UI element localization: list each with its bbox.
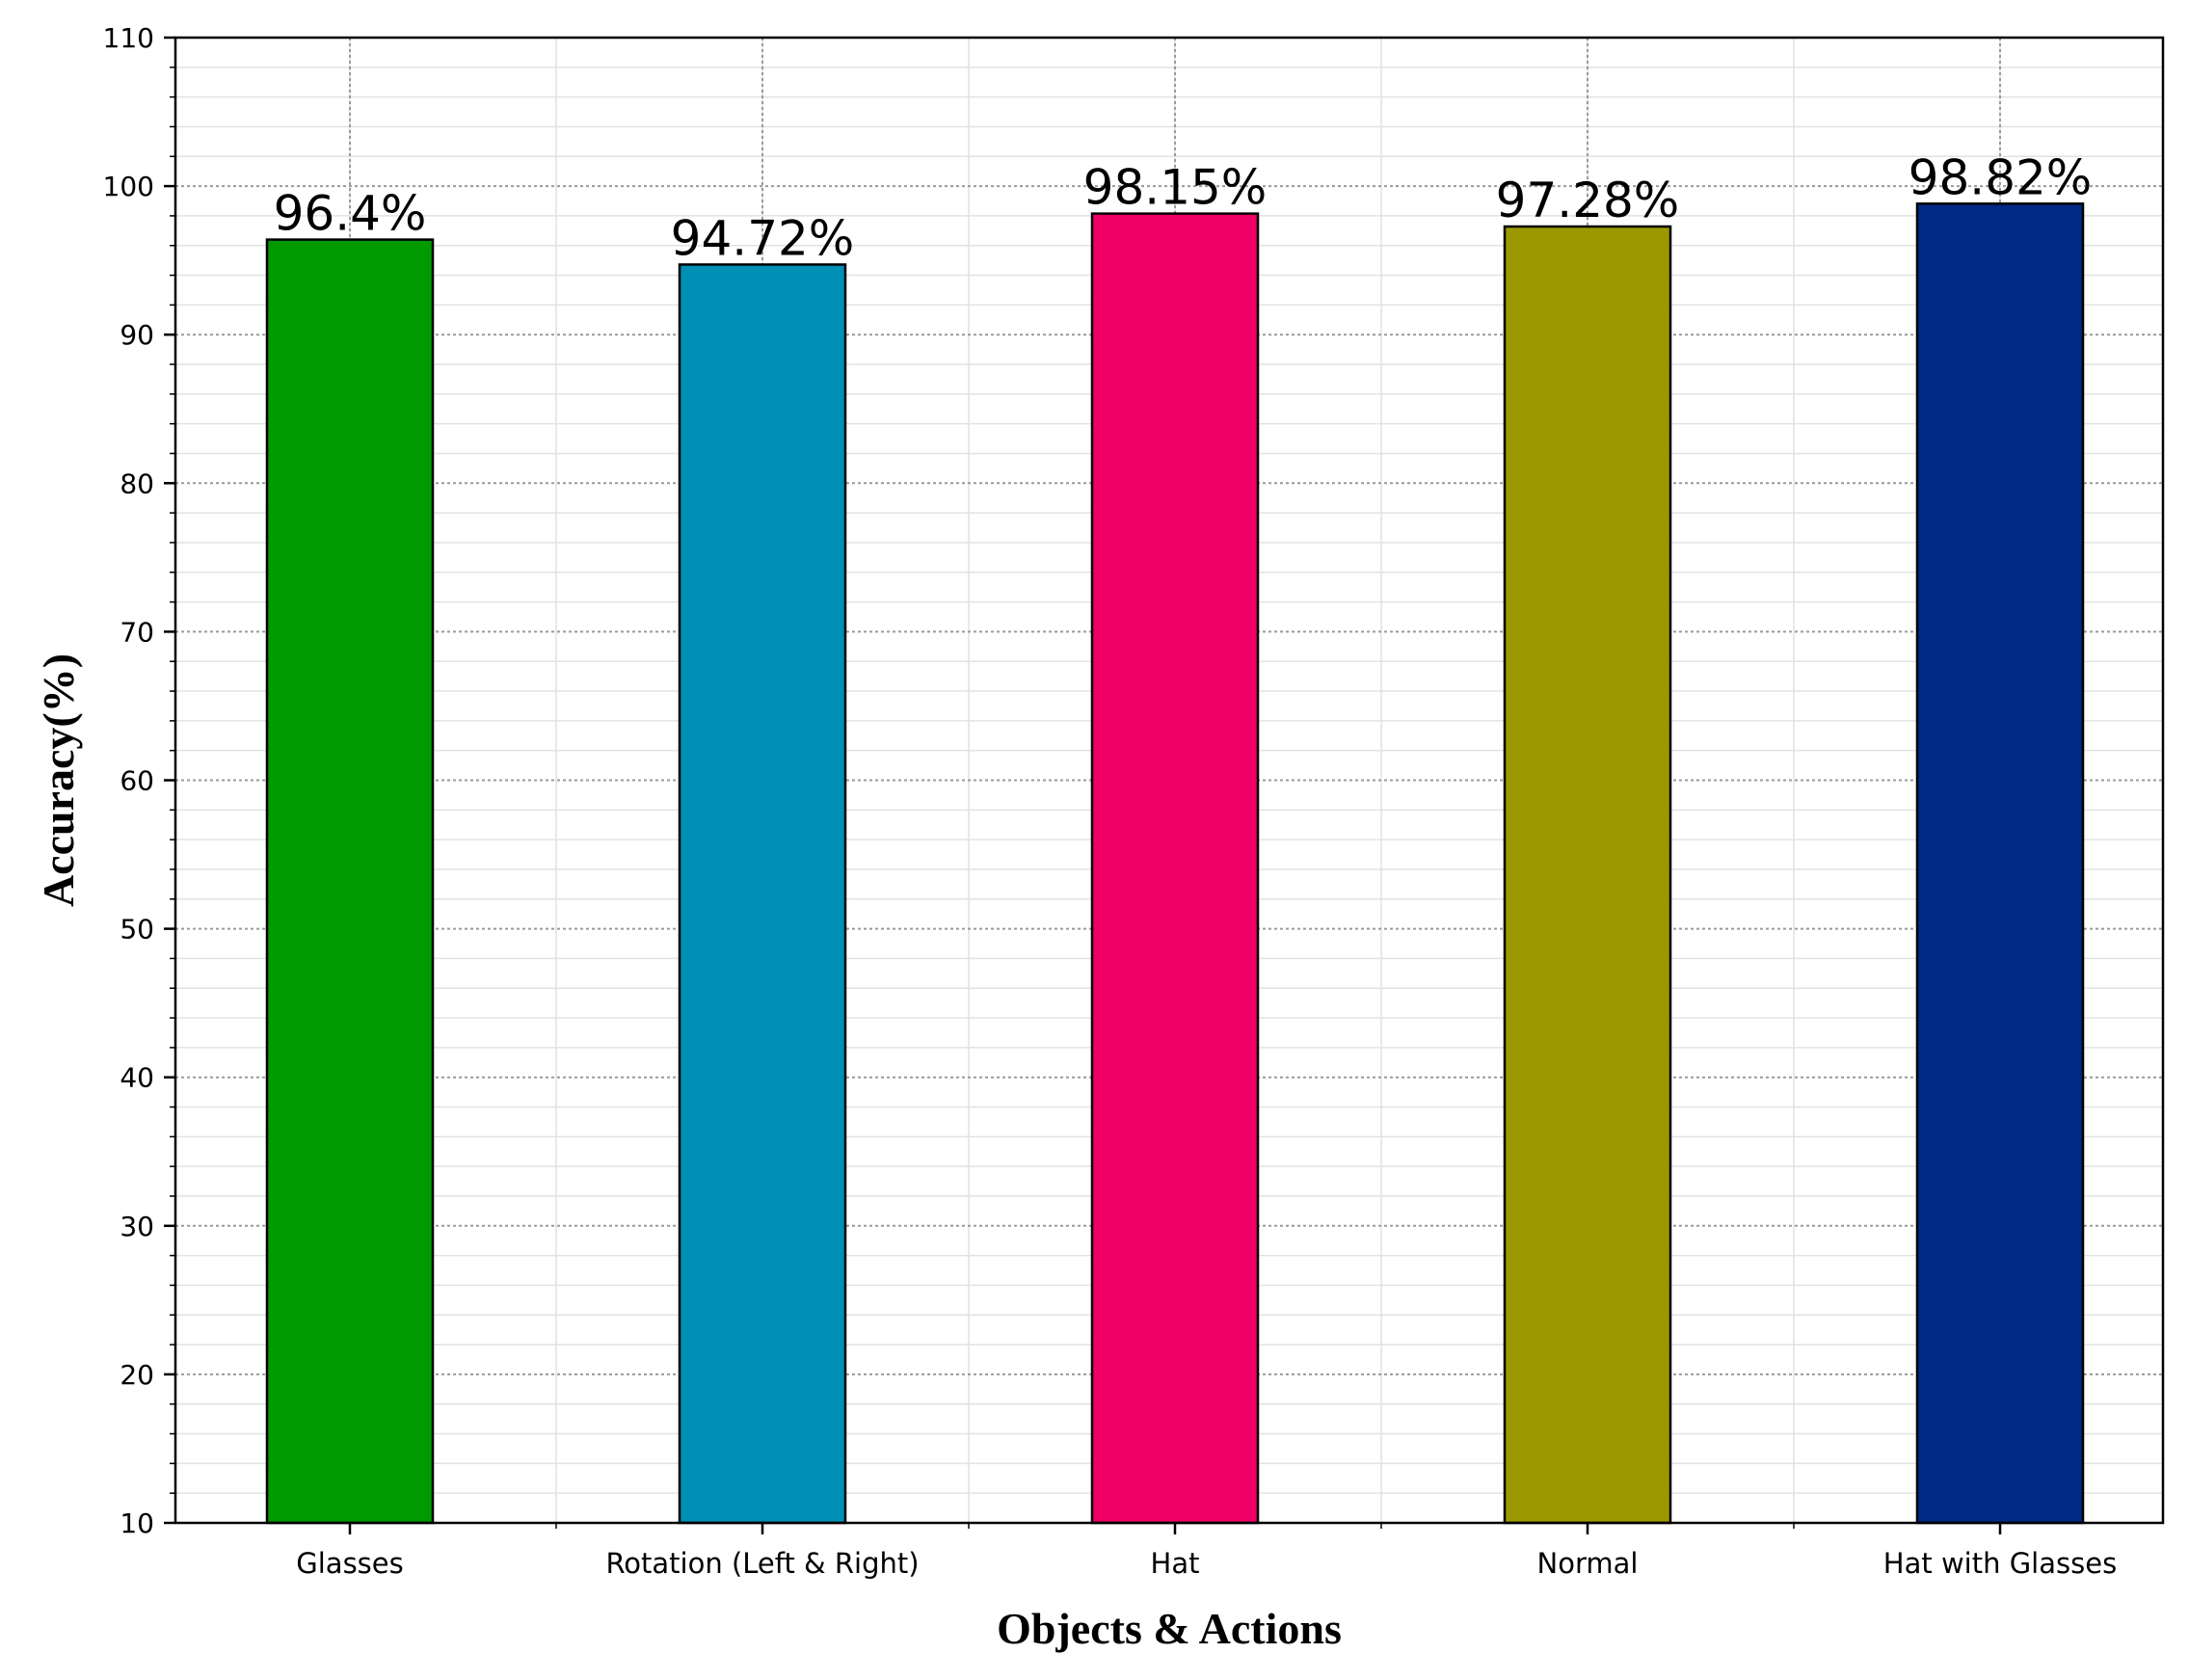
x-tick-label: Hat [1151,1547,1200,1580]
bar-value-label: 98.15% [1083,160,1268,216]
y-axis-title: Accuracy(%) [34,653,83,907]
y-tick-label: 110 [103,22,154,54]
x-axis-title: Objects & Actions [997,1604,1342,1653]
y-tick-label: 50 [120,914,154,946]
bar-value-label: 96.4% [274,186,427,242]
y-tick-label: 10 [120,1507,154,1539]
bar-value-label: 97.28% [1496,173,1680,228]
bar [1090,212,1260,1525]
x-tick-label: Hat with Glasses [1883,1547,2117,1580]
y-tick-label: 80 [120,467,154,499]
y-axis: 10 20 30 40 50 60 70 80 90 100 110 [103,22,175,1539]
bar [265,238,435,1525]
bars-group [265,202,2085,1525]
bar-value-label: 98.82% [1909,149,2093,205]
y-tick-label: 60 [120,765,154,797]
bar [1503,225,1672,1525]
x-axis: Glasses Rotation (Left & Right) Hat Normal H… [296,1523,2117,1580]
value-labels-group: 96.4% 94.72% 98.15% 97.28% 98.82% [274,149,2093,266]
y-tick-label: 30 [120,1211,154,1242]
y-tick-label: 100 [103,171,154,202]
y-tick-label: 90 [120,319,154,351]
x-tick-label: Rotation (Left & Right) [605,1547,919,1580]
x-tick-label: Glasses [296,1547,403,1580]
bar [678,263,847,1525]
x-tick-label: Normal [1537,1547,1639,1580]
y-tick-label: 70 [120,616,154,648]
y-tick-label: 40 [120,1062,154,1094]
y-tick-label: 20 [120,1359,154,1391]
bar-value-label: 94.72% [671,210,855,266]
bar [1915,202,2085,1525]
